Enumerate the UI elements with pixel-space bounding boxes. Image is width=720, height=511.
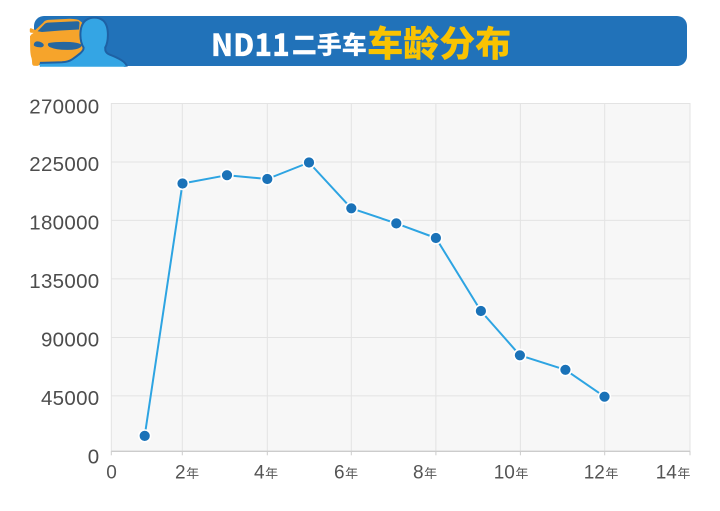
svg-text:0: 0 [88,445,100,468]
svg-text:6: 6 [334,462,345,483]
svg-text:0: 0 [106,462,117,483]
svg-text:45000: 45000 [41,387,100,410]
svg-text:4: 4 [254,462,265,483]
svg-text:8: 8 [413,462,424,483]
svg-text:180000: 180000 [29,212,99,235]
svg-text:270000: 270000 [29,96,99,119]
svg-text:90000: 90000 [41,329,100,352]
svg-text:14: 14 [656,462,678,483]
svg-text:2: 2 [175,462,186,483]
svg-text:10: 10 [494,462,515,483]
svg-text:135000: 135000 [29,270,99,293]
svg-text:12: 12 [584,462,605,483]
svg-text:225000: 225000 [29,153,99,176]
